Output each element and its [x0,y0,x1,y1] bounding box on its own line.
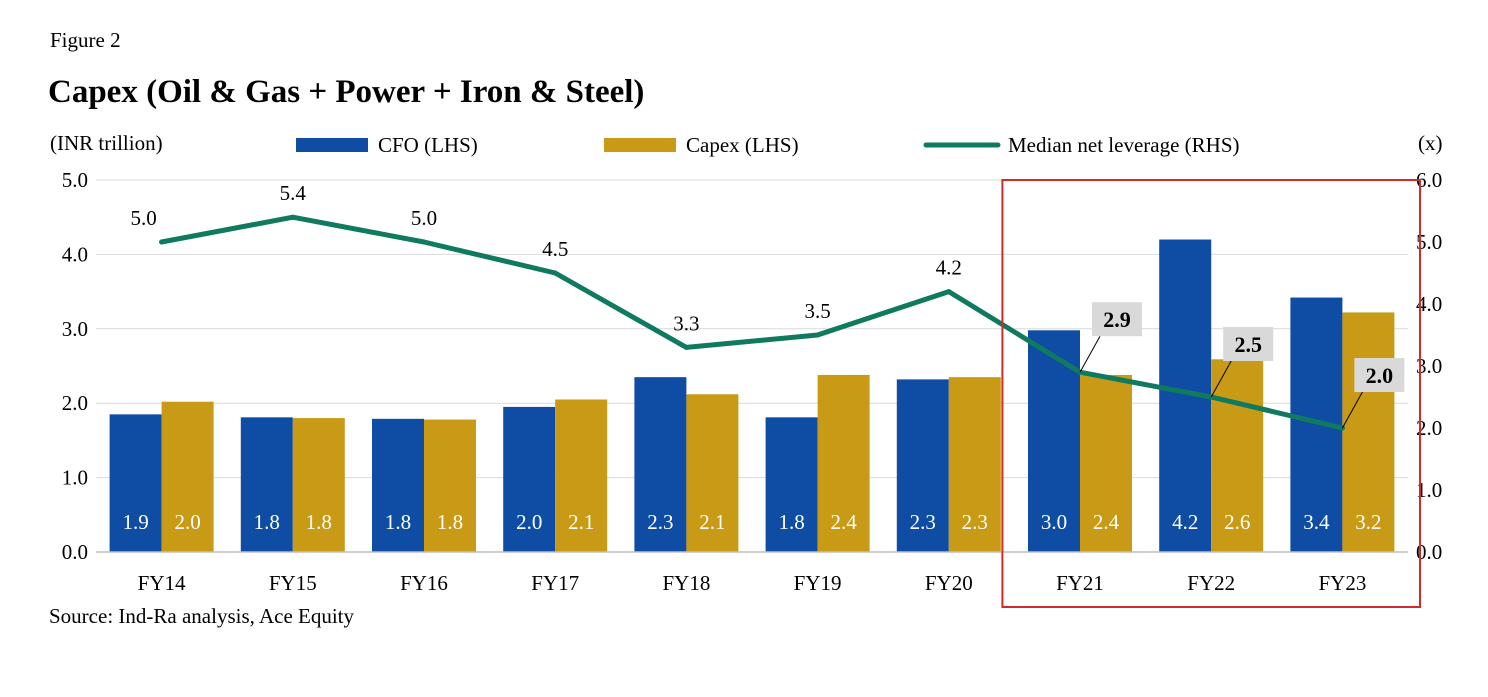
capex-bar-value-label: 3.2 [1355,510,1381,534]
source-note: Source: Ind-Ra analysis, Ace Equity [49,604,355,628]
legend-item: CFO (LHS) [296,133,478,157]
legend-label: CFO (LHS) [378,133,478,157]
cfo-bar [896,379,949,552]
leverage-point [290,214,296,220]
x-axis-category-label: FY17 [531,571,579,595]
leverage-point [421,239,427,245]
capex-bar [555,399,608,552]
cfo-bar-value-label: 1.8 [778,510,804,534]
leverage-value-label: 3.5 [804,299,830,323]
cfo-bar [634,377,687,552]
capex-bar-value-label: 2.4 [830,510,857,534]
x-axis-category-label: FY16 [400,571,448,595]
leverage-value-label: 5.0 [411,206,437,230]
callout-leader-line [1079,335,1101,373]
figure-label: Figure 2 [50,28,121,52]
x-axis-category-label: FY22 [1187,571,1235,595]
capex-bar [686,394,739,552]
x-axis-category-label: FY18 [662,571,710,595]
callout-leader-line [1210,360,1232,398]
legend-swatch [296,138,368,152]
leverage-value-label: 2.0 [1366,363,1394,388]
cfo-bar [372,418,424,552]
capex-bar-value-label: 2.4 [1093,510,1120,534]
right-axis-unit-label: (x) [1418,131,1443,155]
leverage-point [683,344,689,350]
leverage-callout: 2.9 [1079,302,1142,373]
median-net-leverage-line [159,214,1345,431]
bar-series [109,239,1395,552]
legend: CFO (LHS) Capex (LHS) Median net leverage … [296,133,1240,157]
capex-bar-value-label: 1.8 [306,510,332,534]
left-axis-unit-label: (INR trillion) [50,131,163,155]
capex-bar [948,377,1001,552]
leverage-value-label: 4.2 [936,256,962,280]
leverage-point [159,239,165,245]
cfo-bar-value-label: 1.8 [254,510,280,534]
x-axis-category-label: FY14 [138,571,186,595]
capex-bar-value-label: 2.6 [1224,510,1250,534]
leverage-point [946,289,952,295]
leverage-callout: 2.5 [1210,327,1274,398]
left-axis-tick-label: 2.0 [62,391,88,415]
x-axis-category-label: FY23 [1318,571,1366,595]
left-axis-tick-label: 4.0 [62,242,88,266]
cfo-bar-value-label: 2.0 [516,510,542,534]
axes: 0.01.02.03.04.05.00.01.02.03.04.05.06.0(… [50,131,1443,608]
highlight-box [1001,179,1422,608]
leverage-value-label: 5.0 [130,206,156,230]
cfo-bar-value-label: 1.9 [122,510,148,534]
leverage-value-label: 5.4 [280,181,307,205]
cfo-bar [503,406,556,552]
leverage-callout: 2.0 [1341,358,1405,429]
leverage-point [552,270,558,276]
leverage-value-label: 4.5 [542,237,568,261]
legend-swatch [604,138,676,152]
left-axis-tick-label: 5.0 [62,168,88,192]
cfo-bar [240,417,293,552]
cfo-bar-value-label: 1.8 [385,510,411,534]
x-axis-category-label: FY15 [269,571,317,595]
cfo-bar-value-label: 3.4 [1303,510,1330,534]
legend-item: Median net leverage (RHS) [923,133,1240,157]
x-axis-category-label: FY20 [925,571,973,595]
chart-title: Capex (Oil & Gas + Power + Iron & Steel) [48,74,645,110]
callout-box [1223,327,1274,361]
x-axis-category-label: FY21 [1056,571,1104,595]
cfo-bar-value-label: 3.0 [1041,510,1067,534]
capex-bar [817,374,870,552]
x-axis-category-label: FY19 [794,571,842,595]
left-axis-tick-label: 3.0 [62,317,88,341]
cfo-bar-value-label: 4.2 [1172,510,1198,534]
capex-bar-value-label: 1.8 [437,510,463,534]
legend-label: Capex (LHS) [686,133,799,157]
capex-bar [1080,374,1132,552]
leverage-value-label: 2.5 [1234,332,1262,357]
leverage-value-label: 3.3 [673,311,699,335]
cfo-bar [765,417,818,552]
cfo-bar-value-label: 2.3 [647,510,673,534]
leverage-point [815,332,821,338]
cfo-bar [109,414,162,552]
capex-bar-value-label: 2.1 [699,510,725,534]
capex-bar-value-label: 2.0 [174,510,200,534]
capex-bar [161,401,214,552]
left-axis-tick-label: 0.0 [62,540,88,564]
callout-leader-line [1341,391,1363,429]
callout-box [1092,302,1142,337]
legend-item: Capex (LHS) [604,133,799,157]
capex-bar [292,418,345,552]
capex-bar [424,419,476,552]
capex-bar [1342,312,1395,552]
capex-bar-value-label: 2.3 [962,510,988,534]
cfo-bar-value-label: 2.3 [910,510,936,534]
capex-bar-value-label: 2.1 [568,510,594,534]
leverage-value-label: 2.9 [1103,307,1131,332]
data-labels: 1.9 1.8 1.8 2.0 2.3 1.8 2.3 3.0 4.2 3.4 2.0 1.8 1.8 2… [122,181,1405,534]
legend-label: Median net leverage (RHS) [1008,133,1240,157]
left-axis-tick-label: 1.0 [62,466,88,490]
callout-box [1354,358,1405,392]
capex-bar [1211,359,1264,552]
